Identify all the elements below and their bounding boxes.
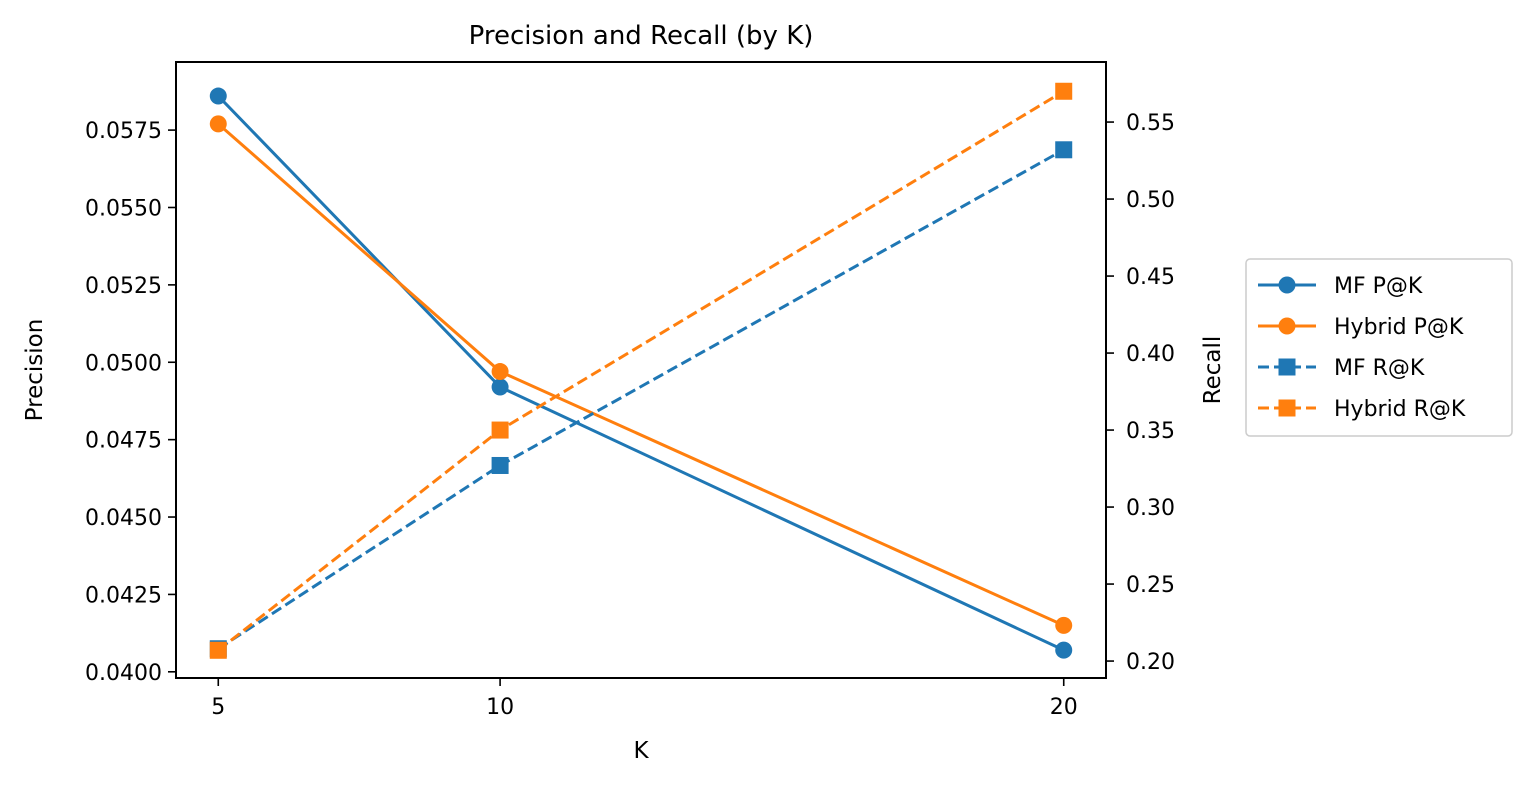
y-left-tick-label: 0.0575 [85, 119, 162, 144]
y-left-tick-label: 0.0400 [85, 661, 162, 686]
series-hybrid-r-k [209, 82, 1073, 659]
series-mf-r-k [209, 141, 1073, 658]
legend-entry: Hybrid P@K [1258, 315, 1464, 340]
y-right-tick-label: 0.50 [1126, 188, 1175, 213]
series-mf-p-k [209, 87, 1073, 659]
series-hybrid-p-k [209, 115, 1073, 634]
legend-marker [1278, 317, 1296, 335]
data-point-mf-p-k [1055, 641, 1073, 659]
legend-label: MF R@K [1334, 356, 1425, 381]
y-right-tick-label: 0.20 [1126, 650, 1175, 675]
y-left-tick-label: 0.0425 [85, 583, 162, 608]
legend-marker [1278, 399, 1296, 417]
y-right-tick-label: 0.30 [1126, 496, 1175, 521]
data-point-hybrid-p-k [209, 115, 227, 133]
y-left-tick-label: 0.0550 [85, 196, 162, 221]
y-axis-label-right: Recall [1200, 336, 1226, 405]
legend-marker [1278, 358, 1296, 376]
data-point-mf-p-k [209, 87, 227, 105]
legend: MF P@K Hybrid P@K MF R@K Hybrid R@K [1245, 258, 1513, 437]
data-point-mf-r-k [491, 456, 509, 474]
y-left-tick-label: 0.0500 [85, 351, 162, 376]
x-tick-label: 10 [486, 695, 514, 720]
data-point-mf-p-k [491, 378, 509, 396]
y-axis-label-left: Precision [22, 319, 48, 422]
plot-frame [175, 61, 1107, 679]
y-right-tick-label: 0.55 [1126, 111, 1175, 136]
data-point-mf-r-k [1055, 141, 1073, 159]
axis-ticks: 5 10 20 0.0400 0.0425 0.0450 0.0475 0.0500 0.052… [85, 111, 1175, 720]
y-right-tick-label: 0.35 [1126, 419, 1175, 444]
y-right-tick-label: 0.45 [1126, 265, 1175, 290]
y-left-tick-label: 0.0475 [85, 429, 162, 454]
legend-label: Hybrid R@K [1334, 397, 1466, 422]
data-point-hybrid-p-k [1055, 616, 1073, 634]
legend-label: MF P@K [1334, 274, 1423, 299]
legend-box [1245, 258, 1513, 437]
data-point-hybrid-r-k [209, 641, 227, 659]
x-axis-label: K [633, 738, 649, 764]
data-point-hybrid-r-k [491, 421, 509, 439]
y-right-tick-label: 0.40 [1126, 342, 1175, 367]
legend-label: Hybrid P@K [1334, 315, 1464, 340]
legend-marker [1278, 276, 1296, 294]
y-left-tick-label: 0.0525 [85, 274, 162, 299]
data-point-hybrid-r-k [1055, 82, 1073, 100]
y-left-tick-label: 0.0450 [85, 506, 162, 531]
x-tick-label: 20 [1050, 695, 1078, 720]
legend-entry: MF P@K [1258, 274, 1423, 299]
chart-title: Precision and Recall (by K) [469, 21, 814, 51]
data-point-hybrid-p-k [491, 363, 509, 381]
x-tick-label: 5 [211, 695, 225, 720]
legend-entry: MF R@K [1258, 356, 1425, 381]
legend-entry: Hybrid R@K [1258, 397, 1466, 422]
series-line-mf-r-k [217, 148, 1065, 650]
y-right-tick-label: 0.25 [1126, 573, 1175, 598]
series-layer [209, 82, 1073, 659]
